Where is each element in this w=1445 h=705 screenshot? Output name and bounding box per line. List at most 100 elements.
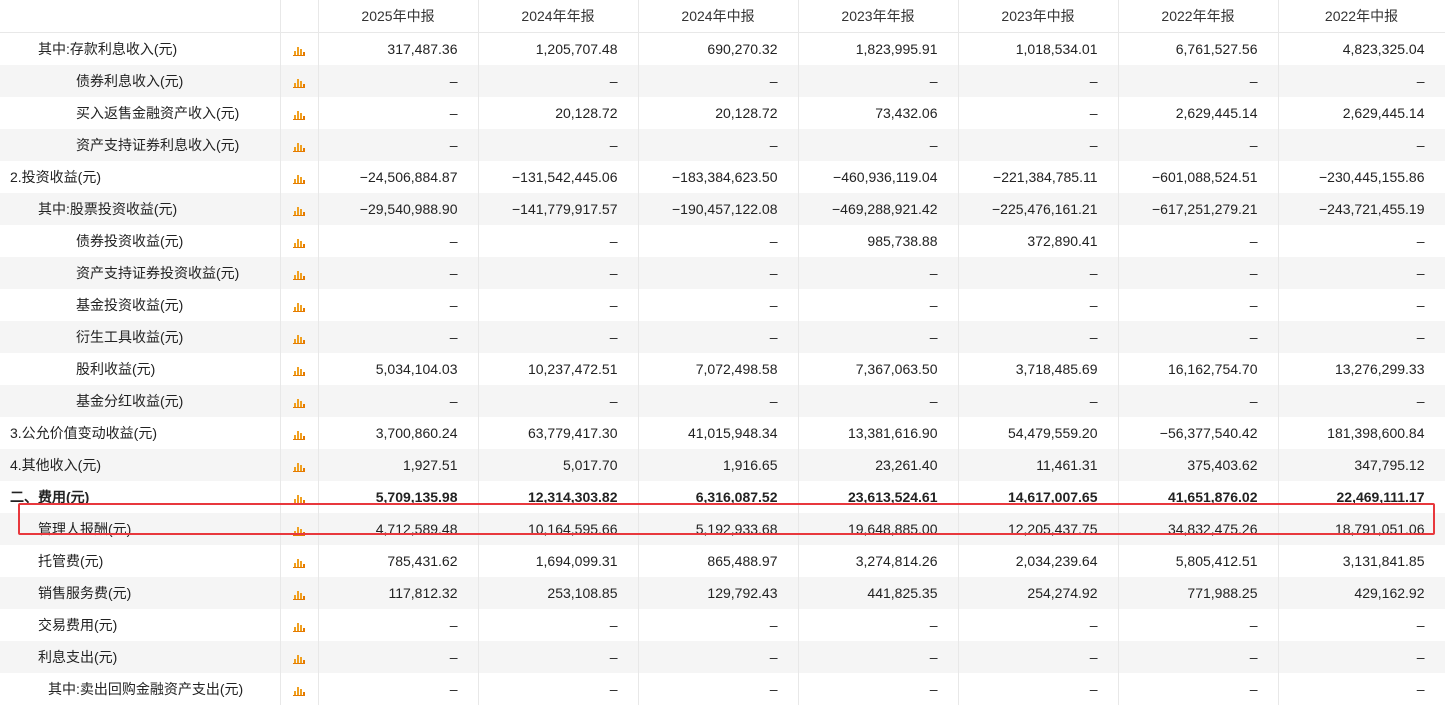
value-cell: 4,712,589.48	[318, 513, 478, 545]
column-header[interactable]: 2024年中报	[638, 0, 798, 33]
value-cell: –	[1118, 673, 1278, 705]
bar-chart-icon[interactable]	[293, 301, 305, 311]
row-label: 债券投资收益(元)	[0, 225, 280, 257]
value-cell: 5,709,135.98	[318, 481, 478, 513]
value-cell: 865,488.97	[638, 545, 798, 577]
chart-icon-cell[interactable]	[280, 545, 318, 577]
value-cell: 2,034,239.64	[958, 545, 1118, 577]
column-header[interactable]: 2025年中报	[318, 0, 478, 33]
value-cell: 41,651,876.02	[1118, 481, 1278, 513]
row-label: 管理人报酬(元)	[0, 513, 280, 545]
table-row: 其中:卖出回购金融资产支出(元)–––––––	[0, 673, 1445, 705]
value-cell: 4,823,325.04	[1278, 33, 1445, 66]
bar-chart-icon[interactable]	[293, 173, 305, 183]
bar-chart-icon[interactable]	[293, 205, 305, 215]
chart-icon-cell[interactable]	[280, 577, 318, 609]
value-cell: –	[318, 129, 478, 161]
value-cell: 1,927.51	[318, 449, 478, 481]
value-cell: –	[798, 673, 958, 705]
value-cell: −131,542,445.06	[478, 161, 638, 193]
value-cell: –	[318, 289, 478, 321]
chart-icon-cell[interactable]	[280, 353, 318, 385]
chart-icon-cell[interactable]	[280, 641, 318, 673]
chart-icon-cell[interactable]	[280, 481, 318, 513]
chart-icon-cell[interactable]	[280, 193, 318, 225]
bar-chart-icon[interactable]	[293, 365, 305, 375]
bar-chart-icon[interactable]	[293, 45, 305, 55]
bar-chart-icon[interactable]	[293, 237, 305, 247]
bar-chart-icon[interactable]	[293, 141, 305, 151]
bar-chart-icon[interactable]	[293, 589, 305, 599]
value-cell: 11,461.31	[958, 449, 1118, 481]
chart-icon-cell[interactable]	[280, 129, 318, 161]
value-cell: −56,377,540.42	[1118, 417, 1278, 449]
row-label: 股利收益(元)	[0, 353, 280, 385]
bar-chart-icon[interactable]	[293, 557, 305, 567]
value-cell: –	[638, 65, 798, 97]
column-header[interactable]: 2023年中报	[958, 0, 1118, 33]
value-cell: 23,261.40	[798, 449, 958, 481]
chart-icon-cell[interactable]	[280, 449, 318, 481]
chart-icon-cell[interactable]	[280, 257, 318, 289]
value-cell: 3,131,841.85	[1278, 545, 1445, 577]
value-cell: –	[478, 641, 638, 673]
chart-icon-cell[interactable]	[280, 33, 318, 66]
bar-chart-icon[interactable]	[293, 269, 305, 279]
value-cell: –	[798, 289, 958, 321]
bar-chart-icon[interactable]	[293, 77, 305, 87]
row-label: 基金投资收益(元)	[0, 289, 280, 321]
bar-chart-icon[interactable]	[293, 333, 305, 343]
chart-icon-cell[interactable]	[280, 609, 318, 641]
value-cell: –	[638, 129, 798, 161]
value-cell: –	[958, 97, 1118, 129]
column-header[interactable]: 2022年中报	[1278, 0, 1445, 33]
bar-chart-icon[interactable]	[293, 109, 305, 119]
bar-chart-icon[interactable]	[293, 493, 305, 503]
value-cell: 1,916.65	[638, 449, 798, 481]
bar-chart-icon[interactable]	[293, 685, 305, 695]
chart-icon-cell[interactable]	[280, 417, 318, 449]
value-cell: –	[1118, 289, 1278, 321]
value-cell: −469,288,921.42	[798, 193, 958, 225]
value-cell: −141,779,917.57	[478, 193, 638, 225]
value-cell: 771,988.25	[1118, 577, 1278, 609]
chart-icon-cell[interactable]	[280, 225, 318, 257]
row-label: 其中:卖出回购金融资产支出(元)	[0, 673, 280, 705]
value-cell: –	[478, 321, 638, 353]
chart-icon-cell[interactable]	[280, 97, 318, 129]
value-cell: –	[1118, 641, 1278, 673]
value-cell: –	[638, 673, 798, 705]
chart-icon-cell[interactable]	[280, 673, 318, 705]
value-cell: –	[478, 65, 638, 97]
value-cell: 690,270.32	[638, 33, 798, 66]
value-cell: –	[958, 641, 1118, 673]
chart-icon-cell[interactable]	[280, 65, 318, 97]
value-cell: −190,457,122.08	[638, 193, 798, 225]
column-header[interactable]: 2024年年报	[478, 0, 638, 33]
value-cell: –	[958, 673, 1118, 705]
column-header[interactable]: 2022年年报	[1118, 0, 1278, 33]
bar-chart-icon[interactable]	[293, 397, 305, 407]
chart-icon-cell[interactable]	[280, 161, 318, 193]
bar-chart-icon[interactable]	[293, 461, 305, 471]
chart-icon-cell[interactable]	[280, 385, 318, 417]
bar-chart-icon[interactable]	[293, 653, 305, 663]
bar-chart-icon[interactable]	[293, 621, 305, 631]
bar-chart-icon[interactable]	[293, 525, 305, 535]
chart-icon-cell[interactable]	[280, 321, 318, 353]
chart-icon-cell[interactable]	[280, 289, 318, 321]
value-cell: 429,162.92	[1278, 577, 1445, 609]
column-header[interactable]: 2023年年报	[798, 0, 958, 33]
chart-icon-cell[interactable]	[280, 513, 318, 545]
bar-chart-icon[interactable]	[293, 429, 305, 439]
value-cell: –	[318, 97, 478, 129]
value-cell: –	[1118, 65, 1278, 97]
value-cell: –	[1278, 673, 1445, 705]
row-label: 资产支持证券投资收益(元)	[0, 257, 280, 289]
value-cell: −230,445,155.86	[1278, 161, 1445, 193]
value-cell: 13,276,299.33	[1278, 353, 1445, 385]
table-row: 资产支持证券投资收益(元)–––––––	[0, 257, 1445, 289]
